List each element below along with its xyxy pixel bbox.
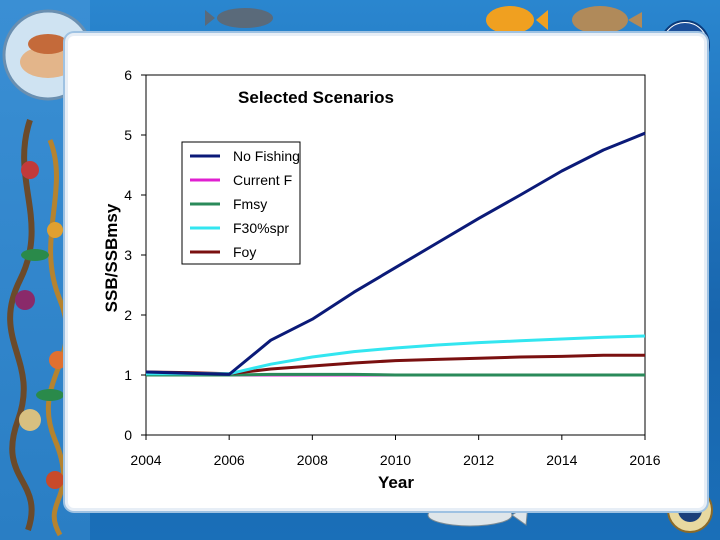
legend-label: Foy (233, 244, 256, 260)
x-tick-label: 2016 (629, 452, 660, 468)
legend-label: Fmsy (233, 196, 267, 212)
y-tick-label: 0 (124, 427, 132, 443)
x-axis-label: Year (378, 473, 414, 492)
chart-title: Selected Scenarios (238, 88, 394, 107)
y-axis: 0 1 2 3 4 5 6 (124, 67, 146, 443)
x-tick-label: 2008 (297, 452, 328, 468)
x-axis: 2004 2006 2008 2010 2012 2014 2016 (130, 435, 661, 468)
y-tick-label: 2 (124, 307, 132, 323)
series-lines (145, 131, 646, 377)
x-tick-label: 2014 (546, 452, 577, 468)
y-tick-label: 3 (124, 247, 132, 263)
y-tick-label: 5 (124, 127, 132, 143)
y-tick-label: 4 (124, 187, 132, 203)
x-tick-label: 2006 (214, 452, 245, 468)
legend-label: F30%spr (233, 220, 289, 236)
legend: No Fishing Current F Fmsy F30%spr Foy (181, 141, 301, 265)
series-line-no-fishing (145, 131, 646, 376)
y-tick-label: 6 (124, 67, 132, 83)
legend-label: Current F (233, 172, 292, 188)
x-tick-label: 2004 (130, 452, 161, 468)
x-tick-label: 2010 (380, 452, 411, 468)
x-tick-label: 2012 (463, 452, 494, 468)
y-axis-label: SSB/SSBmsy (102, 203, 121, 312)
legend-label: No Fishing (233, 148, 300, 164)
y-tick-label: 1 (124, 367, 132, 383)
